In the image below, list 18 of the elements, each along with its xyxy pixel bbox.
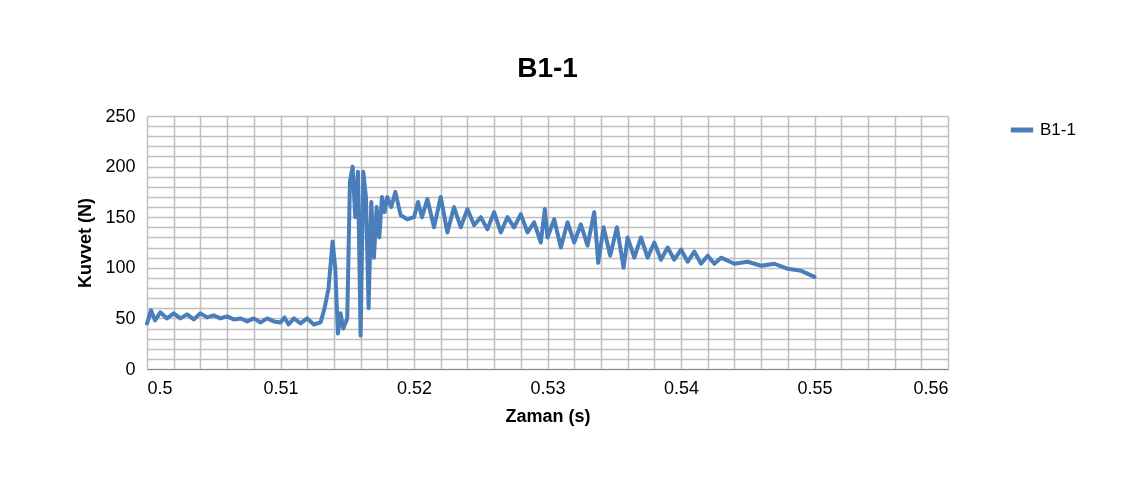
x-axis-title: Zaman (s) [505, 405, 591, 426]
legend-label: B1-1 [1040, 120, 1076, 139]
x-tick-label: 0.52 [396, 377, 433, 398]
y-tick-label: 150 [105, 206, 136, 227]
x-tick-label: 0.51 [263, 377, 299, 398]
chart-title: B1-1 [517, 52, 578, 83]
line-series [145, 164, 817, 338]
x-tick-label: 0.55 [797, 377, 833, 398]
x-tick-label: 0.54 [663, 377, 700, 398]
y-tick-label: 250 [105, 105, 136, 126]
y-tick-label: 200 [105, 156, 136, 177]
x-tick-label: 0.56 [913, 377, 949, 398]
y-tick-label: 100 [105, 257, 136, 278]
x-tick-label: 0.5 [147, 377, 173, 398]
y-tick-label: 0 [125, 358, 136, 379]
y-tick-label: 50 [115, 307, 136, 328]
x-tick-label: 0.53 [530, 377, 566, 398]
y-axis-title: Kuvvet (N) [75, 197, 96, 289]
